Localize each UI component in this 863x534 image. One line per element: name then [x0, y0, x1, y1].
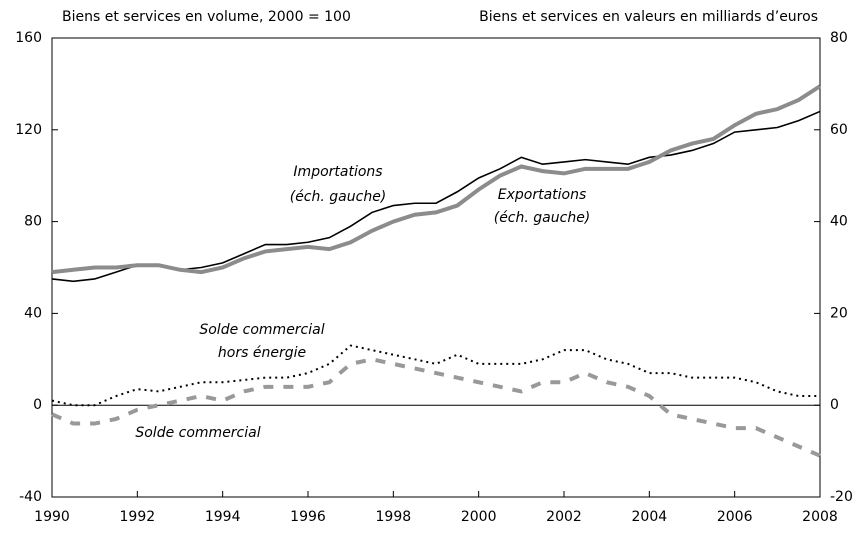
y-tick-label: 0	[33, 397, 42, 413]
series-line	[51, 84, 822, 275]
annotation: (éch. gauche)	[494, 210, 591, 226]
series-line	[51, 344, 820, 407]
x-tick-label: 1990	[34, 509, 70, 525]
y2-tick-label: 80	[830, 30, 848, 46]
y-axis-label: Biens et services en volume, 2000 = 100	[62, 9, 351, 25]
x-tick-label: 2008	[802, 509, 838, 525]
annotation: hors énergie	[218, 345, 306, 361]
y-tick-label: 160	[15, 30, 42, 46]
y2-tick-label: 60	[830, 122, 848, 138]
y2-tick-label: 20	[830, 305, 848, 321]
y2-tick-label: 40	[830, 214, 848, 230]
annotation: Solde commercial	[135, 425, 260, 441]
y2-axis-label: Biens et services en valeurs en milliard…	[479, 9, 818, 25]
x-tick-label: 1992	[120, 509, 156, 525]
y2-tick-label: 0	[830, 397, 839, 413]
y2-tick-label: -20	[830, 489, 853, 505]
series-line	[51, 110, 821, 283]
y-tick-label: 40	[24, 305, 42, 321]
annotation: Importations	[293, 164, 382, 180]
y-tick-label: 80	[24, 214, 42, 230]
annotation: (éch. gauche)	[290, 189, 387, 205]
annotation: Solde commercial	[199, 322, 324, 338]
x-tick-label: 2002	[546, 509, 582, 525]
x-tick-label: 2006	[717, 509, 753, 525]
y-tick-label: -40	[19, 489, 42, 505]
x-tick-label: 2004	[632, 509, 668, 525]
series-line	[51, 357, 821, 458]
y-tick-label: 120	[15, 122, 42, 138]
annotation: Exportations	[498, 187, 587, 203]
x-tick-label: 1994	[205, 509, 241, 525]
plot-frame	[51, 37, 821, 498]
x-tick-label: 1998	[376, 509, 412, 525]
x-tick-label: 2000	[461, 509, 497, 525]
x-tick-label: 1996	[290, 509, 326, 525]
